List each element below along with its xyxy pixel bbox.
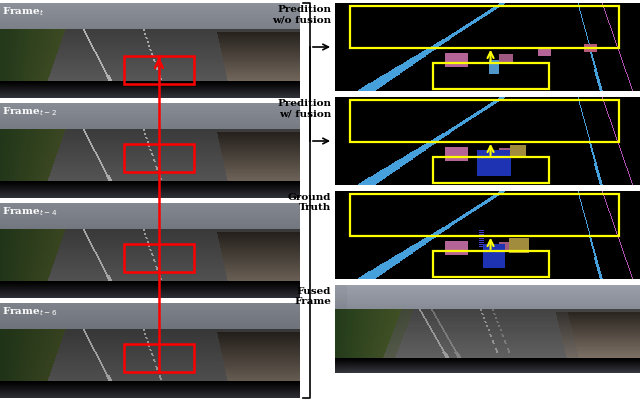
Text: Frame$_{t-4}$: Frame$_{t-4}$ xyxy=(2,205,57,218)
Bar xyxy=(350,6,619,48)
Bar xyxy=(350,193,619,236)
Bar xyxy=(124,144,194,172)
Bar xyxy=(433,63,548,89)
Text: Fused
Frame: Fused Frame xyxy=(294,287,331,306)
Bar xyxy=(124,244,194,272)
Bar xyxy=(433,251,548,277)
Text: Frame$_{t-2}$: Frame$_{t-2}$ xyxy=(2,105,57,118)
Text: Frame$_{t-6}$: Frame$_{t-6}$ xyxy=(2,305,57,318)
Bar xyxy=(350,100,619,142)
Text: Predition
w/o fusion: Predition w/o fusion xyxy=(272,5,331,24)
Text: Predition
w/ fusion: Predition w/ fusion xyxy=(277,99,331,118)
Text: Frame$_t$: Frame$_t$ xyxy=(2,5,44,18)
Bar xyxy=(433,157,548,183)
Bar xyxy=(124,56,194,83)
Bar xyxy=(124,344,194,372)
Text: Ground
Truth: Ground Truth xyxy=(287,193,331,212)
